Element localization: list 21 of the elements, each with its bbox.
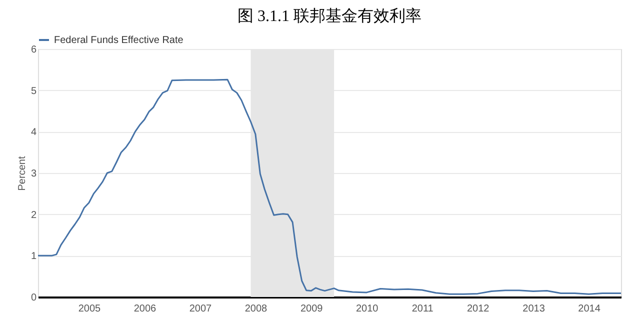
x-tick-label: 2006 [134,304,156,314]
line-series [37,78,622,295]
x-tick-label: 2013 [522,304,546,314]
y-tick-label: 3 [30,168,37,180]
y-tick-label: 5 [30,86,37,97]
x-tick-label: 2008 [244,304,268,314]
chart-title: 图 3.1.1 联邦基金有效利率 [238,7,422,25]
x-tick-label: 2012 [466,304,490,314]
x-tick-label: 2010 [356,304,379,314]
y-tick-label: 2 [30,210,37,221]
x-tick-label: 2011 [412,304,434,314]
text: Federal Funds Effective Rate [54,35,184,46]
x-tick-label: 2014 [578,304,601,314]
y-axis-title: Percent [16,156,28,191]
y-tick-label: 1 [30,251,37,262]
x-tick-label: 2009 [300,304,324,314]
y-tick-label: 0 [30,292,37,304]
x-tick-label: 2005 [78,304,101,314]
y-tick-label: 4 [30,127,37,138]
x-tick-label: 2007 [189,304,212,314]
y-tick-label: 6 [30,44,37,56]
